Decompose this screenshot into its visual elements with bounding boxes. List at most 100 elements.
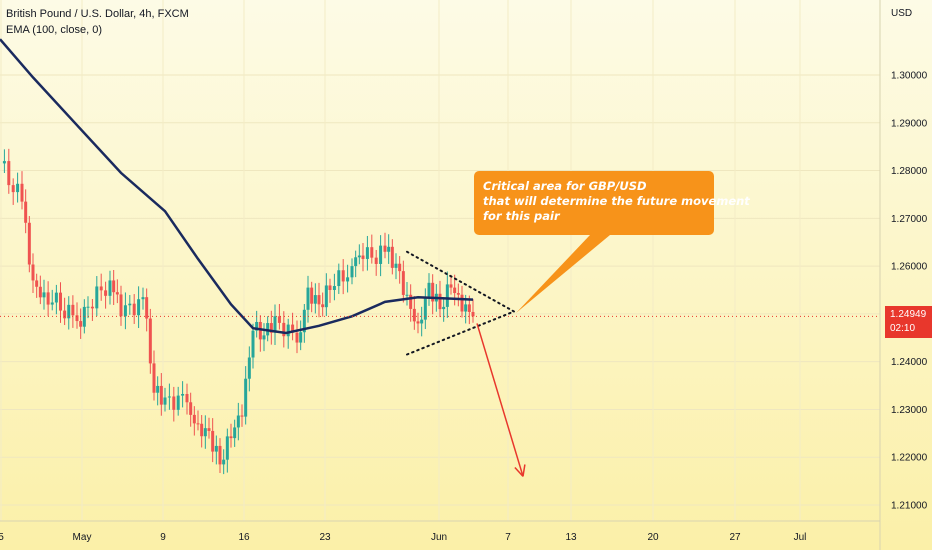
- triangle-trendline: [406, 310, 515, 356]
- candle-body: [328, 285, 332, 290]
- candle-body: [86, 306, 90, 308]
- candle-body: [442, 306, 446, 310]
- candle-body: [460, 294, 464, 312]
- candle-body: [244, 378, 248, 417]
- candle-body: [286, 324, 290, 337]
- candle-body: [119, 294, 123, 317]
- candle-body: [341, 270, 345, 282]
- candle-body: [431, 282, 435, 302]
- candle-body: [467, 304, 471, 312]
- candle-body: [313, 295, 317, 304]
- candle-body: [112, 280, 116, 293]
- candle-body: [192, 414, 196, 424]
- candle-body: [181, 393, 185, 396]
- candle-body: [416, 321, 420, 324]
- candle-body: [71, 304, 75, 316]
- candle-body: [317, 295, 321, 305]
- candle-body: [324, 285, 328, 308]
- candle-body: [453, 287, 457, 294]
- candle-body: [332, 286, 336, 290]
- candle-body: [79, 321, 83, 327]
- candle-body: [306, 287, 310, 310]
- annotation-callout: Critical area for GBP/USD that will dete…: [474, 171, 750, 235]
- candle-body: [99, 286, 103, 291]
- candle-body: [277, 316, 281, 323]
- candle-body: [412, 308, 416, 322]
- price-tick-label: 1.22000: [891, 453, 928, 464]
- candle-body: [185, 393, 189, 403]
- ema-line: [0, 38, 474, 335]
- ema-indicator-label: EMA (100, close, 0): [6, 24, 102, 36]
- candle-body: [189, 402, 193, 415]
- time-tick-label: Jun: [431, 532, 447, 543]
- candle-body: [75, 315, 79, 322]
- candle-body: [108, 280, 112, 296]
- candle-body: [405, 294, 409, 296]
- candle-body: [282, 322, 286, 337]
- triangle-trendline: [406, 250, 515, 313]
- candle-body: [354, 257, 358, 267]
- candle-body: [132, 303, 136, 316]
- candle-body: [123, 305, 127, 317]
- price-tick-label: 1.28000: [891, 166, 928, 177]
- candle-body: [390, 246, 394, 268]
- price-axis-ticks: 1.210001.220001.230001.240001.250001.260…: [891, 71, 928, 512]
- candle-body: [225, 436, 229, 460]
- current-price-tag: 1.24949 02:10: [885, 306, 932, 338]
- callout-pointer: [516, 235, 610, 313]
- triangle-pattern: [406, 250, 515, 356]
- candle-body: [273, 316, 277, 333]
- candle-body: [2, 161, 6, 164]
- candle-body: [207, 428, 211, 431]
- chart-legend: British Pound / U.S. Dollar, 4h, FXCM EM…: [6, 6, 189, 38]
- candle-body: [104, 290, 108, 296]
- candle-body: [427, 282, 431, 297]
- candle-body: [218, 445, 222, 465]
- candle-body: [262, 335, 266, 340]
- candle-body: [145, 297, 149, 319]
- candle-body: [379, 245, 383, 264]
- candle-body: [42, 292, 46, 298]
- candle-body: [310, 287, 314, 304]
- time-tick-label: 16: [238, 532, 250, 543]
- time-tick-label: 7: [505, 532, 511, 543]
- candle-body: [357, 255, 361, 258]
- bar-countdown: 02:10: [890, 323, 916, 334]
- candle-body: [374, 257, 378, 264]
- price-tick-label: 1.23000: [891, 405, 928, 416]
- candle-body: [11, 185, 15, 193]
- candle-body: [365, 247, 369, 259]
- candle-body: [214, 445, 218, 452]
- candle-body: [445, 284, 449, 307]
- candle-body: [35, 280, 39, 287]
- price-axis-unit: USD: [891, 8, 913, 19]
- current-price-value: 1.24949: [890, 309, 927, 320]
- candle-body: [156, 385, 160, 393]
- candle-body: [420, 319, 424, 324]
- callout-line-1: Critical area for GBP/USD: [483, 179, 647, 193]
- candle-body: [63, 310, 67, 319]
- forecast-arrow: [476, 323, 526, 477]
- time-tick-label: 5: [0, 532, 4, 543]
- candle-body: [7, 161, 11, 186]
- candle-body: [90, 306, 94, 309]
- time-axis-ticks: 5 May 9 16 23 Jun 7 13 20 27 Jul: [0, 532, 806, 543]
- candle-body: [95, 286, 99, 309]
- candle-body: [401, 271, 405, 295]
- candle-body: [203, 428, 207, 437]
- candle-body: [299, 332, 303, 343]
- candle-body: [200, 423, 204, 437]
- candle-body: [54, 292, 58, 303]
- time-tick-label: 20: [647, 532, 659, 543]
- arrow-head: [514, 466, 524, 477]
- price-tick-label: 1.24000: [891, 357, 928, 368]
- candle-body: [398, 263, 402, 272]
- candle-body: [255, 321, 259, 331]
- candle-body: [291, 324, 295, 333]
- candle-body: [464, 304, 468, 312]
- candle-body: [46, 292, 50, 305]
- candle-body: [50, 302, 54, 305]
- candle-body: [222, 459, 226, 465]
- candle-body: [370, 247, 374, 258]
